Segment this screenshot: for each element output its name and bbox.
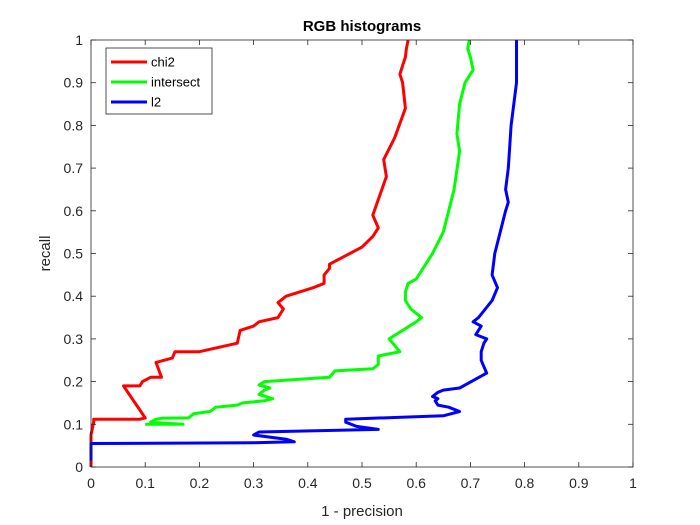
x-tick-label: 0.6 [406,475,426,491]
y-tick-label: 0.6 [64,203,84,219]
legend: chi2 intersect l2 [105,47,213,115]
y-tick-label: 0.2 [64,374,84,390]
legend-label-intersect: intersect [151,75,201,90]
x-tick-label: 0.2 [190,475,210,491]
y-tick-label: 0.1 [64,416,84,432]
x-axis-title: 1 - precision [321,503,403,520]
x-tick-label: 0.5 [352,475,372,491]
x-tick-label: 0.9 [569,475,589,491]
series-line-chi2 [89,39,410,467]
legend-label-l2: l2 [151,95,161,110]
y-axis-title: recall [37,236,54,272]
chart-title: RGB histograms [303,18,421,35]
y-tick-label: 0.5 [64,246,84,262]
x-tick-label: 0.7 [461,475,481,491]
y-tick-label: 0.4 [64,288,84,304]
x-tick-label: 0.3 [244,475,264,491]
x-tick-label: 0.8 [515,475,535,491]
axes-layer: 0 0.1 0.2 0.3 0.4 0.5 0.6 0.7 0.8 0.9 1 0 0.1 0.2 0.3 0… [64,32,638,491]
series-line-intersect [145,39,475,426]
legend-label-chi2: chi2 [151,55,175,70]
x-tick-label: 0 [87,475,95,491]
y-tick-label: 0.8 [64,117,84,133]
x-tick-label: 1 [629,475,637,491]
series-layer [89,39,518,467]
x-tick-label: 0.1 [135,475,155,491]
y-tick-label: 0.9 [64,75,84,91]
y-tick-label: 0 [75,459,83,475]
x-tick-label: 0.4 [298,475,318,491]
y-tick-label: 0.7 [64,160,84,176]
y-tick-label: 1 [75,32,83,48]
y-tick-label: 0.3 [64,331,84,347]
series-line-l2 [89,40,518,461]
